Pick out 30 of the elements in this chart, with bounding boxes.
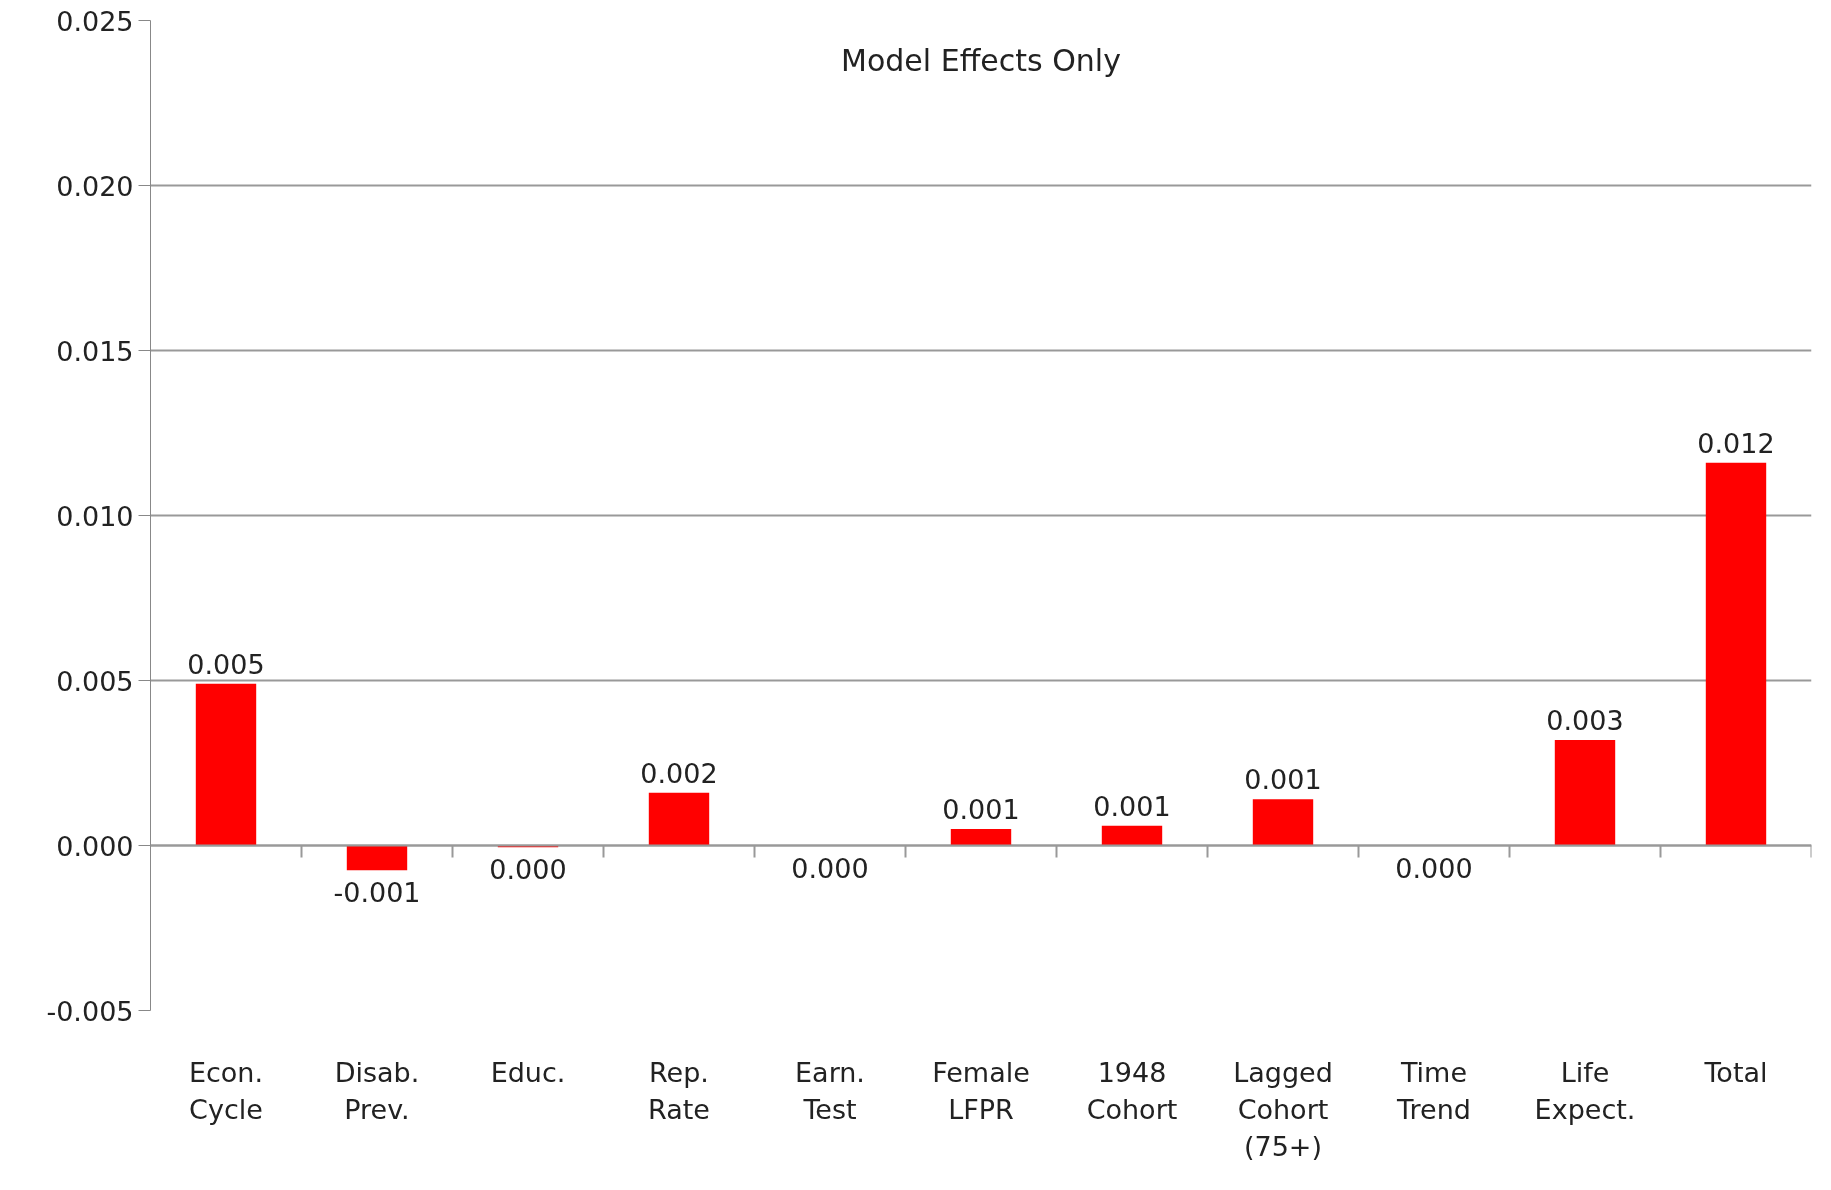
data-label: -0.001 <box>333 877 421 909</box>
x-tick-label: Educ. <box>490 1056 566 1088</box>
data-label: 0.001 <box>942 794 1020 825</box>
x-tick-label: Lagged Cohort (75+) <box>1233 1056 1333 1162</box>
data-label: 0.001 <box>1244 764 1322 796</box>
x-tick-label: Disab. Prev. <box>334 1056 420 1125</box>
data-label: 0.000 <box>489 854 567 886</box>
data-label: 0.012 <box>1697 427 1775 459</box>
y-tick-label: 0.005 <box>56 665 134 697</box>
data-label: 0.000 <box>791 852 869 884</box>
y-tick-label: 0.000 <box>56 830 134 862</box>
x-tick-label: Earn. Test <box>795 1056 865 1125</box>
y-tick-label: 0.015 <box>56 335 134 367</box>
data-label: 0.003 <box>1546 704 1624 736</box>
y-tick-label: 0.020 <box>56 170 134 202</box>
x-tick-label: Total <box>1703 1056 1768 1088</box>
y-tick-label: 0.025 <box>56 5 134 37</box>
x-tick-label: Rep. Rate <box>648 1056 710 1125</box>
data-label: 0.001 <box>1093 790 1171 822</box>
x-tick-label: Time Trend <box>1396 1056 1471 1125</box>
data-label: 0.005 <box>187 648 265 680</box>
text: Model Effects Only <box>841 43 1121 78</box>
x-tick-label: 1948 Cohort <box>1086 1056 1178 1125</box>
data-label: 0.002 <box>640 757 718 789</box>
data-label: 0.000 <box>1395 852 1473 884</box>
x-tick-label: Female LFPR <box>932 1056 1030 1125</box>
x-tick-label: Econ. Cycle <box>188 1056 264 1125</box>
y-tick-label: -0.005 <box>46 995 134 1027</box>
x-tick-label: Life Expect. <box>1534 1056 1636 1125</box>
y-tick-label: 0.010 <box>56 500 134 532</box>
